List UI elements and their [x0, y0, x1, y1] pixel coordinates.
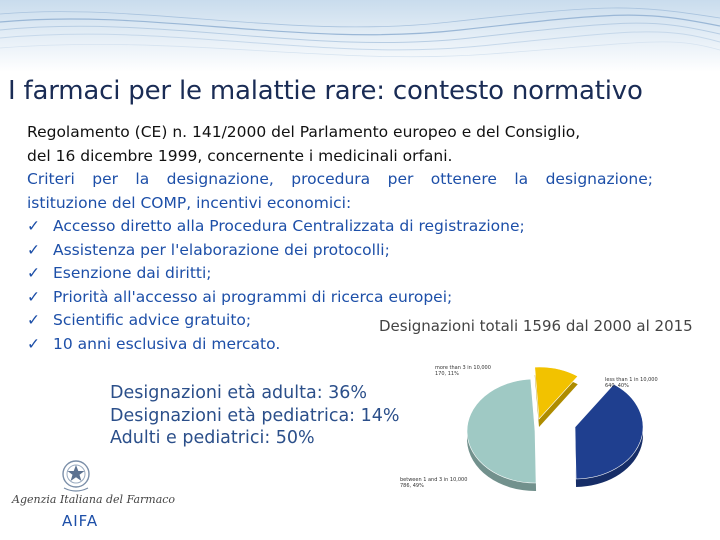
chart-title: Designazioni totali 1596 dal 2000 al 201… [379, 317, 693, 335]
body-line: Criteri per la designazione, procedura p… [27, 170, 653, 188]
checkmark-icon: ✓ [27, 217, 40, 235]
agency-name-logo: Agenzia Italiana del Farmaco [12, 493, 176, 506]
slide-title: I farmaci per le malattie rare: contesto… [8, 76, 643, 106]
checkmark-icon: ✓ [27, 311, 40, 329]
body-line: Regolamento (CE) n. 141/2000 del Parlame… [27, 123, 581, 141]
checkmark-icon: ✓ [27, 264, 40, 282]
designations-pie-chart: more than 3 in 10,000 170, 11% less than… [395, 355, 695, 505]
stat-line-pediatric: Designazioni età pediatrica: 14% [110, 405, 400, 426]
bullet-item: ✓ Assistenza per l'elaborazione dei prot… [27, 239, 657, 263]
slice-value-text: 170, 11% [435, 371, 459, 377]
bullet-item: ✓ Priorità all'accesso ai programmi di r… [27, 286, 657, 310]
pie-slice [534, 366, 579, 420]
header-wave-decoration [0, 0, 720, 72]
pie-slice [466, 378, 537, 484]
stat-line-adult: Designazioni età adulta: 36% [110, 383, 368, 403]
slice-label-blue: less than 1 in 10,000 640, 40% [605, 377, 658, 389]
slice-value-text: 786, 49% [400, 483, 424, 489]
bullet-text: Scientific advice gratuito; [53, 311, 252, 329]
bullet-text: Assistenza per l'elaborazione dei protoc… [53, 240, 390, 259]
italian-republic-emblem-icon [62, 460, 90, 492]
checkmark-icon: ✓ [27, 287, 40, 306]
slice-label-teal: between 1 and 3 in 10,000 786, 49% [400, 477, 467, 489]
designation-stats: Designazioni età adulta: 36% Designazion… [110, 382, 400, 450]
slice-label-yellow: more than 3 in 10,000 170, 11% [435, 365, 491, 377]
body-line: istituzione del COMP, incentivi economic… [27, 193, 352, 212]
bullet-item: ✓ Scientific advice gratuito; [27, 309, 657, 333]
regulation-text-block: Regolamento (CE) n. 141/2000 del Parlame… [27, 121, 657, 356]
bullet-item: ✓ Accesso diretto alla Procedura Central… [27, 215, 657, 239]
slice-label-text: less than 1 in 10,000 [605, 377, 658, 383]
bullet-text: Accesso diretto alla Procedura Centraliz… [53, 217, 525, 235]
aifa-logo: AIFA [62, 512, 99, 530]
slice-label-text: more than 3 in 10,000 [435, 365, 491, 371]
checkmark-icon: ✓ [27, 334, 40, 353]
checkmark-icon: ✓ [27, 240, 40, 259]
body-line: del 16 dicembre 1999, concernente i medi… [27, 146, 453, 165]
bullet-item: ✓ 10 anni esclusiva di mercato. [27, 333, 657, 357]
bullet-text: Esenzione dai diritti; [53, 264, 212, 282]
bullet-item: ✓ Esenzione dai diritti; [27, 262, 657, 286]
pie-svg [466, 366, 644, 491]
slice-label-text: between 1 and 3 in 10,000 [400, 477, 468, 483]
bullet-text: 10 anni esclusiva di mercato. [53, 334, 281, 353]
pie-slice [574, 383, 644, 480]
slice-value-text: 640, 40% [605, 383, 629, 389]
stat-line-both: Adulti e pediatrici: 50% [110, 428, 315, 448]
bullet-text: Priorità all'accesso ai programmi di ric… [53, 287, 453, 306]
